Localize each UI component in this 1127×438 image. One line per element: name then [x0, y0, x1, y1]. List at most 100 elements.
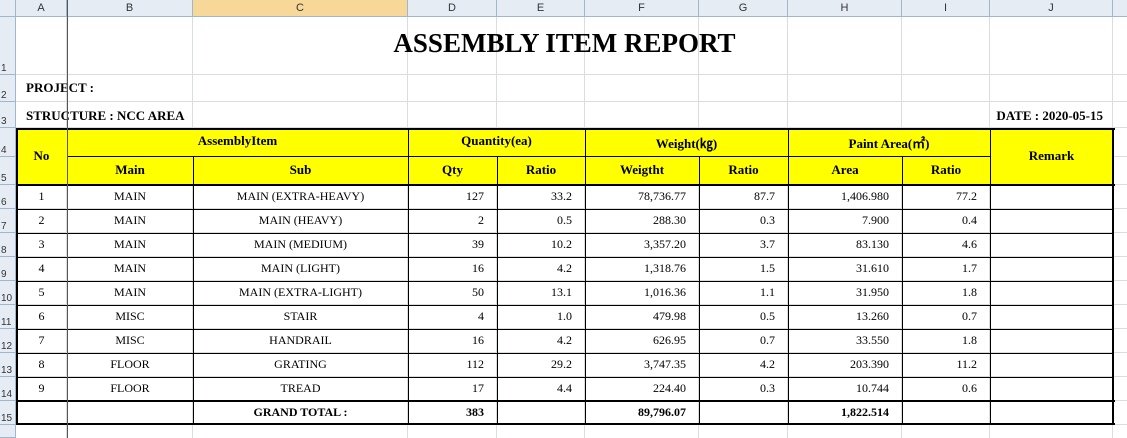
cell-main[interactable]: MAIN: [114, 285, 146, 299]
cell-weight-ratio[interactable]: 3.7: [760, 237, 775, 251]
row-header-16[interactable]: [0, 425, 16, 438]
cell-qty-ratio[interactable]: 10.2: [551, 237, 572, 251]
row-header-10[interactable]: 10: [0, 281, 16, 305]
cell-weight-ratio[interactable]: 1.1: [760, 285, 775, 299]
cell-main[interactable]: MAIN: [114, 213, 146, 227]
cell-area[interactable]: 83.130: [856, 237, 889, 251]
cell-qty[interactable]: 127: [466, 189, 484, 203]
cell-weight[interactable]: 224.40: [653, 381, 686, 395]
cell-qty[interactable]: 4: [478, 309, 484, 323]
cell-main[interactable]: FLOOR: [110, 381, 150, 395]
cell-sub[interactable]: TREAD: [280, 381, 321, 395]
cell-sub[interactable]: MAIN (MEDIUM): [254, 237, 347, 251]
select-all-corner[interactable]: [0, 0, 16, 16]
cell-no[interactable]: 2: [38, 213, 45, 227]
cell-sub[interactable]: MAIN (HEAVY): [258, 213, 343, 227]
cell-sub[interactable]: MAIN (EXTRA-LIGHT): [239, 285, 362, 299]
row-header-13[interactable]: 13: [0, 353, 16, 377]
cell-qty[interactable]: 50: [472, 285, 484, 299]
row-header-6[interactable]: 6: [0, 185, 16, 209]
cell-no[interactable]: 1: [38, 189, 45, 203]
row-header-1[interactable]: 1: [0, 17, 16, 75]
column-header-b[interactable]: B: [67, 0, 193, 16]
cell-weight-ratio[interactable]: 0.3: [760, 213, 775, 227]
cell-area-ratio[interactable]: 0.6: [962, 381, 977, 395]
cell-area[interactable]: 7.900: [862, 213, 889, 227]
cell-no[interactable]: 9: [38, 381, 45, 395]
cell-qty[interactable]: 39: [472, 237, 484, 251]
cell-area[interactable]: 31.610: [856, 261, 889, 275]
cell-weight[interactable]: 3,747.35: [644, 357, 686, 371]
cell-main[interactable]: MAIN: [114, 261, 146, 275]
cell-weight[interactable]: 1,318.76: [644, 261, 686, 275]
cell-weight[interactable]: 78,736.77: [638, 189, 686, 203]
cell-weight-ratio[interactable]: 0.5: [760, 309, 775, 323]
row-header-4[interactable]: 4: [0, 128, 16, 157]
cell-area[interactable]: 31.950: [856, 285, 889, 299]
cell-weight-ratio[interactable]: 0.3: [760, 381, 775, 395]
grand-total-label[interactable]: GRAND TOTAL :: [253, 405, 348, 419]
column-header-h[interactable]: H: [788, 0, 902, 16]
grand-total-qty[interactable]: 383: [466, 405, 484, 419]
cell-qty-ratio[interactable]: 4.2: [557, 261, 572, 275]
cell-no[interactable]: 7: [38, 333, 45, 347]
row-header-11[interactable]: 11: [0, 305, 16, 329]
cell-qty-ratio[interactable]: 4.2: [557, 333, 572, 347]
cell-qty-ratio[interactable]: 1.0: [557, 309, 572, 323]
cell-no[interactable]: 5: [38, 285, 45, 299]
row-header-15[interactable]: 15: [0, 401, 16, 425]
cell-main[interactable]: MAIN: [114, 189, 146, 203]
cell-area[interactable]: 203.390: [850, 357, 889, 371]
cell-qty[interactable]: 17: [472, 381, 484, 395]
cell-main[interactable]: FLOOR: [110, 357, 150, 371]
column-header-j[interactable]: J: [990, 0, 1113, 16]
cell-qty[interactable]: 16: [472, 261, 484, 275]
cell-qty[interactable]: 16: [472, 333, 484, 347]
cell-area-ratio[interactable]: 1.7: [962, 261, 977, 275]
cell-sub[interactable]: MAIN (EXTRA-HEAVY): [236, 189, 365, 203]
cell-area-ratio[interactable]: 4.6: [962, 237, 977, 251]
cell-no[interactable]: 4: [38, 261, 45, 275]
cell-area-ratio[interactable]: 1.8: [962, 285, 977, 299]
row-header-3[interactable]: 3: [0, 102, 16, 128]
column-header-g[interactable]: G: [699, 0, 788, 16]
cell-qty[interactable]: 2: [478, 213, 484, 227]
cell-weight[interactable]: 3,357.20: [644, 237, 686, 251]
cell-area[interactable]: 13.260: [856, 309, 889, 323]
column-header-f[interactable]: F: [585, 0, 699, 16]
cell-main[interactable]: MAIN: [114, 237, 146, 251]
cell-area[interactable]: 10.744: [856, 381, 889, 395]
row-header-2[interactable]: 2: [0, 75, 16, 102]
row-header-8[interactable]: 8: [0, 233, 16, 257]
cell-weight-ratio[interactable]: 0.7: [760, 333, 775, 347]
cell-area-ratio[interactable]: 1.8: [962, 333, 977, 347]
row-header-5[interactable]: 5: [0, 157, 16, 185]
cell-sub[interactable]: MAIN (LIGHT): [261, 261, 340, 275]
cell-weight-ratio[interactable]: 87.7: [754, 189, 775, 203]
column-header-a[interactable]: A: [16, 0, 67, 16]
cell-no[interactable]: 6: [38, 309, 45, 323]
cell-qty-ratio[interactable]: 33.2: [551, 189, 572, 203]
cell-weight[interactable]: 626.95: [653, 333, 686, 347]
column-header-d[interactable]: D: [408, 0, 497, 16]
grand-total-weight[interactable]: 89,796.07: [638, 405, 686, 419]
cell-area-ratio[interactable]: 77.2: [956, 189, 977, 203]
column-header-e[interactable]: E: [497, 0, 585, 16]
cell-area-ratio[interactable]: 0.4: [962, 213, 977, 227]
column-header-i[interactable]: I: [902, 0, 990, 16]
cell-sub[interactable]: HANDRAIL: [269, 333, 332, 347]
cell-weight-ratio[interactable]: 4.2: [760, 357, 775, 371]
cell-main[interactable]: MISC: [115, 309, 145, 323]
cell-sub[interactable]: STAIR: [283, 309, 318, 323]
cell-weight-ratio[interactable]: 1.5: [760, 261, 775, 275]
cell-area[interactable]: 33.550: [856, 333, 889, 347]
cell-weight[interactable]: 479.98: [653, 309, 686, 323]
cell-qty-ratio[interactable]: 13.1: [551, 285, 572, 299]
cell-qty-ratio[interactable]: 0.5: [557, 213, 572, 227]
grand-total-area[interactable]: 1,822.514: [841, 405, 889, 419]
cell-qty[interactable]: 112: [466, 357, 484, 371]
cell-qty-ratio[interactable]: 29.2: [551, 357, 572, 371]
cell-main[interactable]: MISC: [115, 333, 145, 347]
row-header-7[interactable]: 7: [0, 209, 16, 233]
row-header-14[interactable]: 14: [0, 377, 16, 401]
